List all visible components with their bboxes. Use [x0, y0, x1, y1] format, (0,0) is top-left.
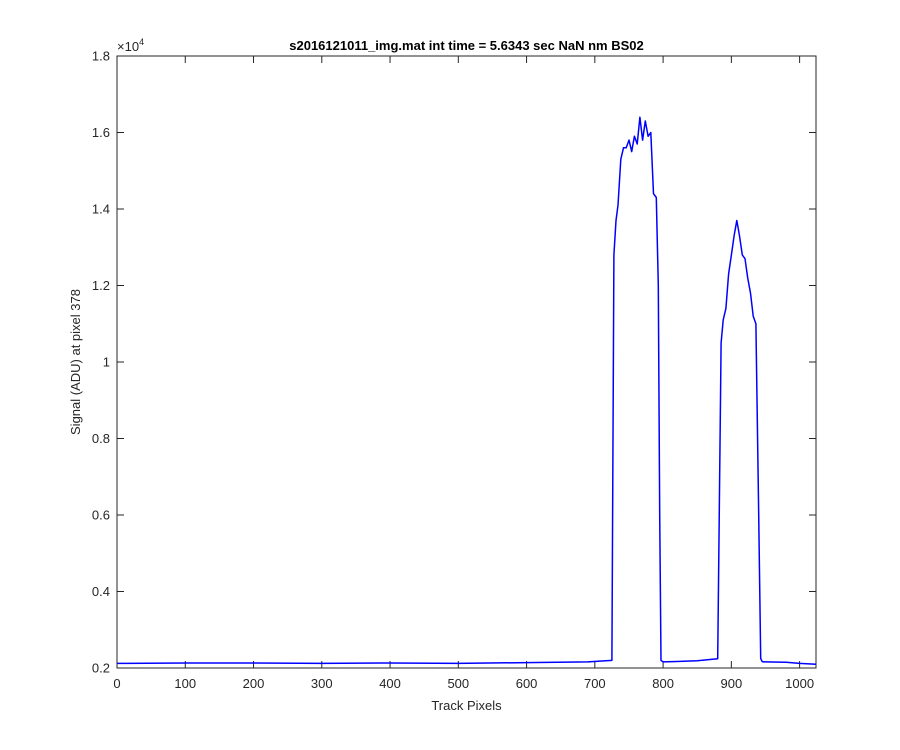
axes-box [116, 55, 817, 669]
tick-labels: 0 100 200 300 400 500 600 700 800 900 1000 0.2 0.4 0.… [92, 49, 814, 692]
y-tick-label: 0.6 [92, 508, 110, 523]
x-tick-label: 100 [174, 676, 196, 691]
chart-title: s2016121011_img.mat int time = 5.6343 se… [289, 38, 643, 53]
x-tick-label: 700 [584, 676, 606, 691]
y-axis-label: Signal (ADU) at pixel 378 [68, 289, 83, 435]
ticks [116, 55, 816, 669]
y-tick-label: 1 [103, 355, 110, 370]
y-tick-label: 0.4 [92, 584, 110, 599]
x-tick-label: 1000 [785, 676, 814, 691]
y-axis-exponent-base: ×10 [117, 39, 139, 54]
y-tick-label: 1.2 [92, 278, 110, 293]
y-tick-label: 0.2 [92, 661, 110, 676]
y-tick-label: 0.8 [92, 431, 110, 446]
x-tick-label: 600 [516, 676, 538, 691]
x-tick-label: 400 [379, 676, 401, 691]
x-tick-label: 200 [243, 676, 265, 691]
x-tick-label: 500 [447, 676, 469, 691]
y-tick-label: 1.8 [92, 49, 110, 64]
y-tick-label: 1.6 [92, 125, 110, 140]
y-axis-exponent-power: 4 [139, 37, 144, 47]
x-axis-label: Track Pixels [431, 698, 502, 713]
x-tick-label: 300 [311, 676, 333, 691]
x-tick-label: 800 [652, 676, 674, 691]
signal-line [116, 116, 817, 665]
x-tick-label: 0 [113, 676, 120, 691]
y-axis-exponent: ×104 [117, 37, 144, 54]
x-tick-label: 900 [721, 676, 743, 691]
y-tick-label: 1.4 [92, 202, 110, 217]
